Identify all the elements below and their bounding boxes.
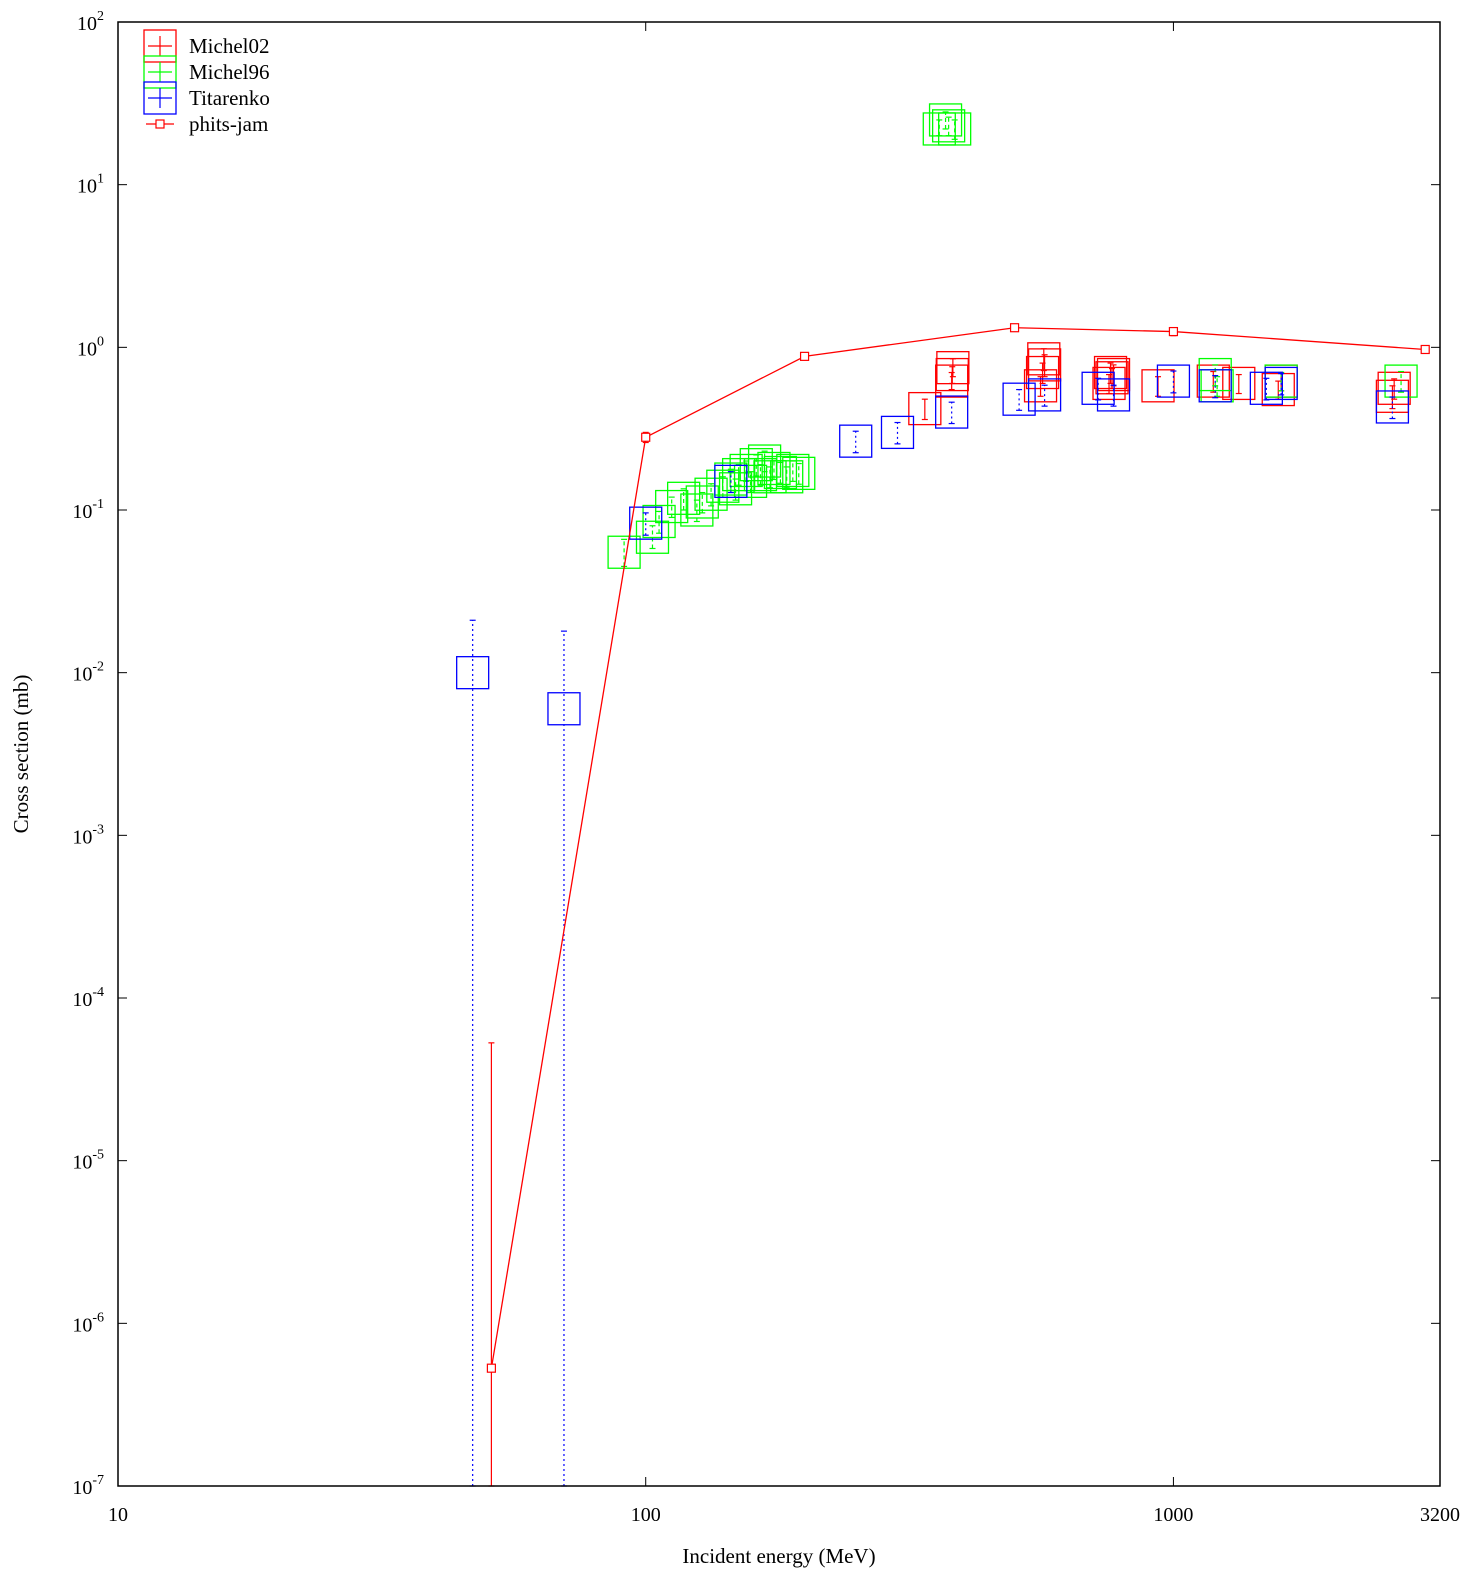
data-point: [694, 477, 728, 511]
data-layer: [456, 103, 1430, 1487]
data-point: [757, 451, 791, 486]
x-tick-label: 3200: [1420, 1504, 1460, 1526]
data-point: [1377, 371, 1411, 405]
data-point: [839, 424, 873, 458]
y-tick-label: 101: [77, 172, 104, 198]
data-point: [928, 103, 963, 137]
data-point: [1375, 390, 1410, 424]
y-tick-label: 100: [77, 334, 104, 360]
y-tick-label: 10-4: [72, 985, 104, 1011]
y-axis-title: Cross section (mb): [9, 675, 33, 834]
data-point: [1096, 378, 1131, 412]
legend-label: phits-jam: [189, 112, 268, 136]
data-point: [770, 460, 804, 494]
data-point: [456, 656, 490, 690]
x-axis-title: Incident energy (MeV): [682, 1544, 875, 1568]
x-tick-label: 100: [631, 1504, 661, 1526]
y-tick-label: 10-6: [72, 1310, 104, 1336]
data-point: [714, 464, 748, 499]
data-point: [799, 351, 810, 361]
data-point: [782, 456, 816, 490]
legend-label: Michel02: [189, 34, 269, 58]
data-point: [486, 1363, 496, 1373]
data-point: [880, 415, 915, 450]
data-point: [547, 692, 581, 726]
data-point: [1002, 382, 1036, 416]
legend-label: Titarenko: [189, 86, 270, 110]
series-michel02: [908, 342, 1411, 426]
data-point: [1092, 366, 1126, 401]
legend-marker: [143, 81, 177, 115]
data-point: [1198, 369, 1232, 403]
data-point: [1023, 369, 1058, 403]
series-michel96: [607, 103, 1418, 569]
data-point: [729, 453, 763, 488]
data-point: [935, 357, 969, 392]
plot-frame: [117, 21, 1441, 1487]
data-point: [641, 432, 651, 442]
data-point: [1025, 355, 1060, 390]
x-tick-label: 1000: [1153, 1504, 1193, 1526]
data-point: [1384, 364, 1418, 398]
data-point: [1027, 348, 1062, 382]
data-point: [1027, 378, 1062, 412]
data-point: [1168, 326, 1179, 337]
data-point: [1027, 342, 1061, 376]
x-tick-label: 10: [108, 1504, 128, 1526]
data-point: [753, 460, 787, 494]
data-point: [629, 506, 663, 540]
data-point: [1222, 366, 1256, 401]
y-tick-label: 102: [77, 9, 104, 35]
data-point: [938, 112, 972, 146]
y-tick-label: 10-1: [72, 497, 104, 523]
series-line: [490, 327, 1426, 1369]
data-point: [1009, 323, 1020, 333]
axis-ticks: 10-7 10-6 10-5 10-4 10-3 10-2 10-1 100 101 102 10 1…: [72, 9, 1460, 1526]
data-point: [931, 109, 966, 143]
legend-marker: [155, 119, 165, 129]
data-point: [739, 448, 773, 482]
series-phits-jam: [486, 323, 1430, 1487]
legend-label: Michel96: [189, 60, 269, 84]
data-point: [666, 481, 701, 515]
y-tick-label: 10-3: [72, 822, 104, 848]
y-tick-label: 10-2: [72, 660, 104, 686]
y-tick-label: 10-7: [72, 1473, 104, 1499]
series-titarenko: [456, 364, 1410, 1487]
data-point: [935, 395, 969, 429]
data-point: [1420, 344, 1430, 355]
data-point: [718, 472, 753, 506]
data-point: [733, 464, 768, 499]
data-point: [1156, 364, 1191, 398]
data-point: [908, 391, 942, 426]
data-point: [1264, 366, 1298, 401]
data-point: [763, 455, 798, 490]
data-point: [642, 504, 676, 539]
y-tick-label: 10-5: [72, 1148, 104, 1174]
data-point: [1249, 371, 1284, 405]
data-point: [776, 453, 810, 488]
